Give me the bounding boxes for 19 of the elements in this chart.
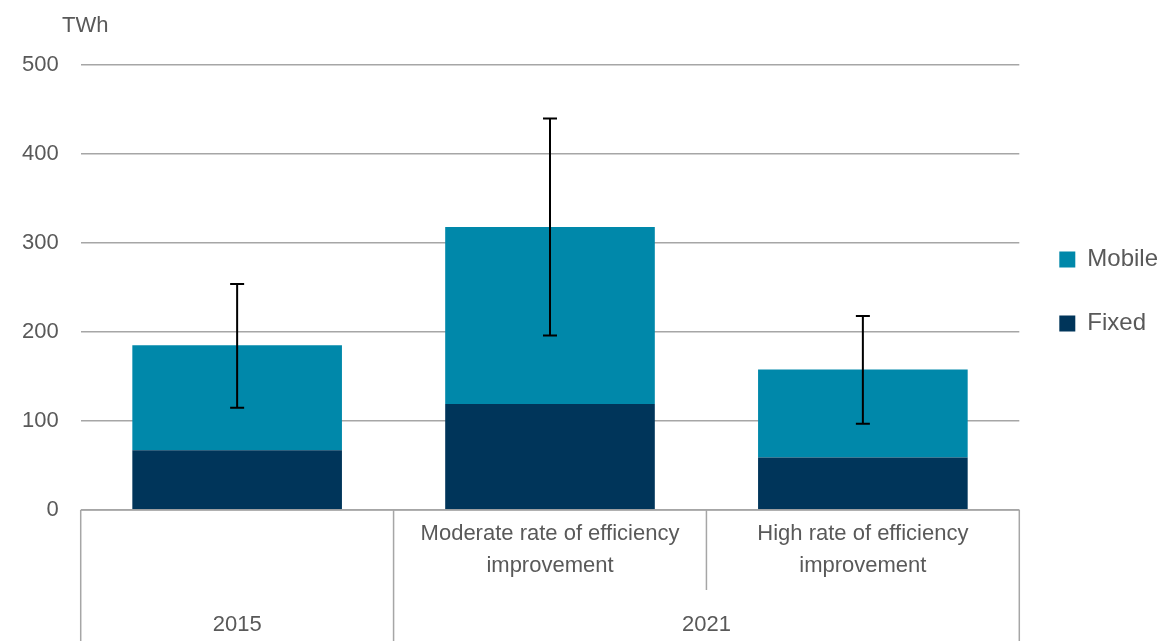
bar [445, 404, 655, 510]
y-tick-label: 100 [21, 407, 59, 433]
y-tick-label: 0 [46, 496, 59, 522]
text: 2021 [681, 611, 731, 637]
x-tick-label: Moderate rate of efficiency improvement [420, 520, 680, 578]
y-tick-label: 200 [21, 318, 59, 344]
y-axis-title: TWh [62, 12, 109, 37]
bar [758, 369, 968, 458]
bar [445, 226, 655, 405]
bar [132, 345, 342, 451]
x-tick-label: High rate of efficiency improvement [757, 520, 969, 578]
y-tick-label: 300 [21, 229, 59, 255]
text: 2015 [212, 611, 262, 637]
y-tick-label: 500 [21, 51, 59, 77]
y-tick-label: 400 [21, 140, 59, 166]
bar [132, 450, 342, 510]
bar [758, 457, 968, 510]
legend-label: Fixed [1087, 308, 1146, 336]
legend-label: Mobile [1087, 244, 1158, 272]
